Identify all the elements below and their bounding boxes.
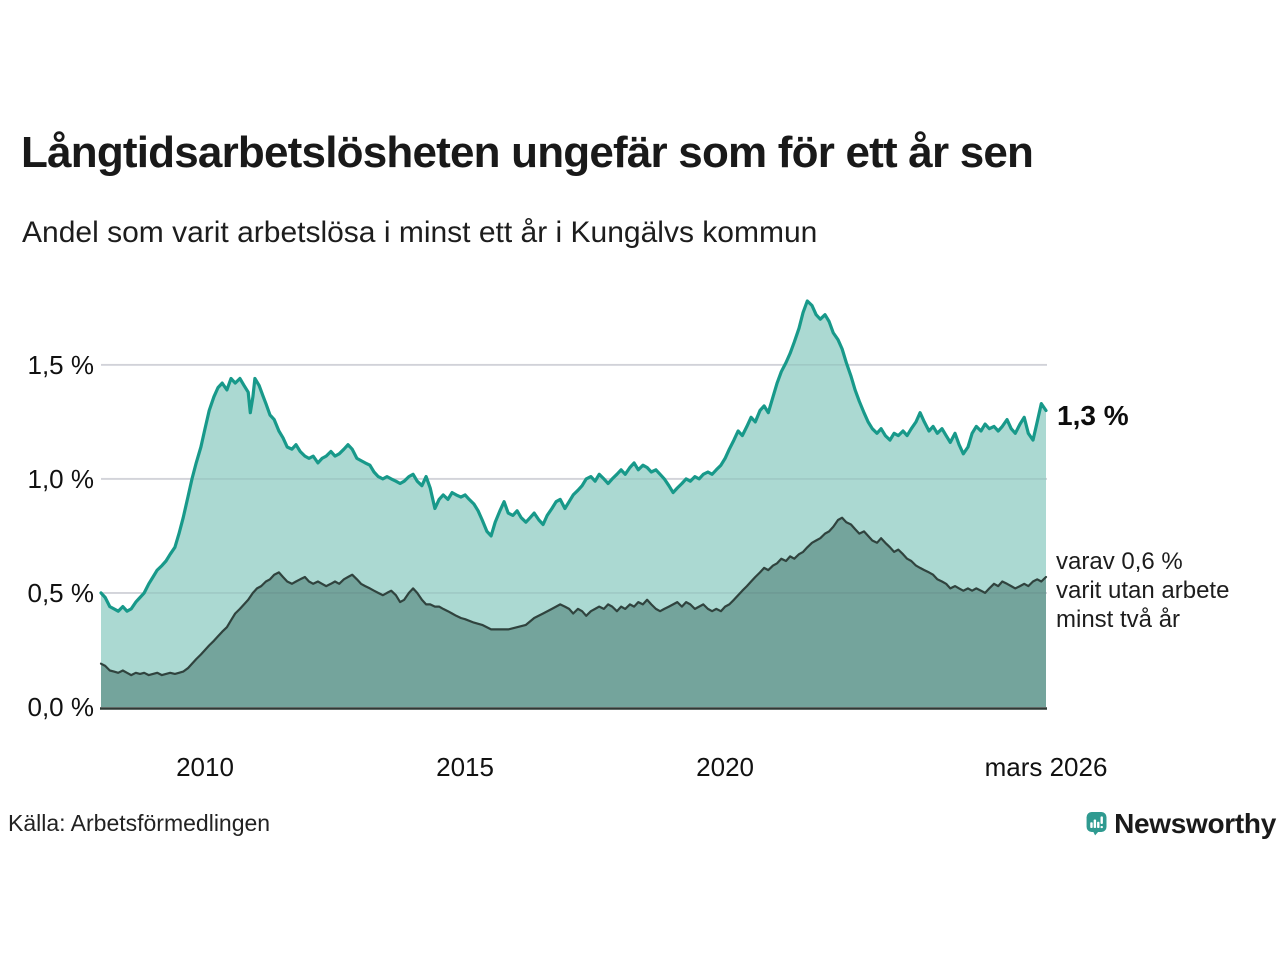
secondary-series-label-line: varav 0,6 % (1056, 548, 1183, 575)
y-tick-label: 1,0 % (27, 463, 95, 494)
source-attribution: Källa: Arbetsförmedlingen (8, 810, 271, 836)
secondary-series-label-line: varit utan arbete (1056, 577, 1230, 604)
y-tick-label: 0,5 % (27, 577, 95, 608)
x-tick-label: 2015 (436, 752, 494, 782)
total-series-line (99, 299, 1048, 613)
newsworthy-logo[interactable]: Newsworthy (1086, 800, 1276, 848)
x-tick-label: mars 2026 (984, 752, 1108, 782)
secondary-area-fill (101, 517, 1046, 707)
latest-value-label: 1,3 % (1057, 400, 1129, 431)
page-title: Långtidsarbetslösheten ungefär som för e… (21, 128, 1034, 177)
y-tick-label: 1,5 % (27, 349, 95, 380)
page-subtitle: Andel som varit arbetslösa i minst ett å… (22, 216, 818, 249)
secondary-series-label: varav 0,6 % varit utan arbete minst två … (1056, 547, 1229, 634)
x-tick-label: 2010 (176, 752, 234, 782)
secondary-series-line (99, 516, 1048, 677)
newsworthy-wordmark: Newsworthy (1114, 808, 1276, 839)
x-tick-label: 2020 (696, 752, 755, 782)
y-tick-label: 0,0 % (27, 692, 95, 722)
newsworthy-bubble-chart-icon (1086, 812, 1107, 836)
secondary-series-label-line: minst två år (1056, 606, 1181, 633)
